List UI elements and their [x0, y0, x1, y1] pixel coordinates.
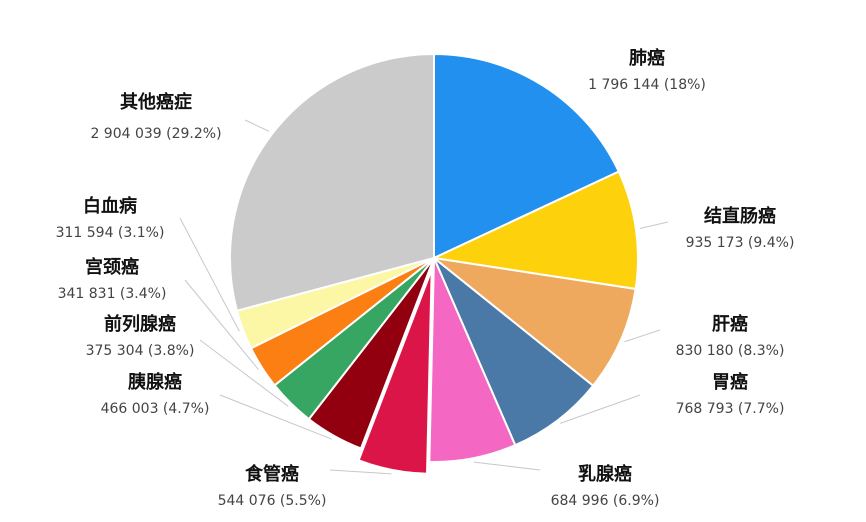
pie-slices — [229, 52, 639, 475]
slice-name-label: 前列腺癌 — [104, 313, 176, 335]
slice-value-label: 311 594 (3.1%) — [56, 225, 165, 241]
slice-name-label: 肝癌 — [712, 313, 748, 335]
slice-value-label: 1 796 144 (18%) — [588, 77, 706, 93]
slice-name-label: 肺癌 — [629, 47, 665, 69]
leader-line-8 — [199, 339, 289, 407]
slice-value-label: 375 304 (3.8%) — [86, 343, 195, 359]
slice-name-label: 结直肠癌 — [704, 205, 776, 227]
slice-value-label: 466 003 (4.7%) — [101, 401, 210, 417]
leader-line-10 — [179, 217, 240, 332]
slice-value-label: 544 076 (5.5%) — [218, 493, 327, 509]
slice-value-label: 830 180 (8.3%) — [676, 343, 785, 359]
slice-name-label: 白血病 — [83, 195, 137, 217]
pie-slice-3 — [430, 256, 637, 388]
leader-line-11 — [244, 119, 270, 132]
slice-name-label: 其他癌症 — [120, 91, 192, 113]
slice-labels: 肺癌 1 796 144 (18%) 结直肠癌 935 173 (9.4%) 肝癌 830… — [56, 47, 795, 509]
slice-name-label: 乳腺癌 — [578, 463, 632, 485]
slice-value-label: 684 996 (6.9%) — [551, 493, 660, 509]
leader-line-6 — [329, 469, 392, 475]
leader-line-2 — [639, 221, 669, 229]
leader-lines — [179, 119, 669, 475]
slice-value-label: 341 831 (3.4%) — [58, 286, 167, 302]
pie-slice-5 — [428, 257, 517, 463]
leader-line-5 — [473, 461, 541, 471]
slice-name-label: 胰腺癌 — [127, 371, 182, 393]
leader-line-3 — [624, 329, 661, 343]
leader-line-9 — [184, 279, 259, 370]
pie-slice-2 — [430, 170, 639, 291]
pie-slice-6 — [357, 269, 433, 475]
slice-value-label: 2 904 039 (29.2%) — [90, 126, 221, 142]
pie-slice-1 — [433, 52, 621, 260]
slice-name-label: 食管癌 — [244, 463, 299, 485]
pie-slice-11 — [229, 52, 435, 312]
slice-name-label: 胃癌 — [712, 371, 748, 393]
leader-line-4 — [560, 394, 641, 424]
leader-line-7 — [219, 394, 333, 440]
slice-value-label: 768 793 (7.7%) — [676, 401, 785, 417]
pie-slice-4 — [433, 257, 595, 447]
slice-value-label: 935 173 (9.4%) — [686, 235, 795, 251]
slice-name-label: 宫颈癌 — [85, 256, 139, 278]
